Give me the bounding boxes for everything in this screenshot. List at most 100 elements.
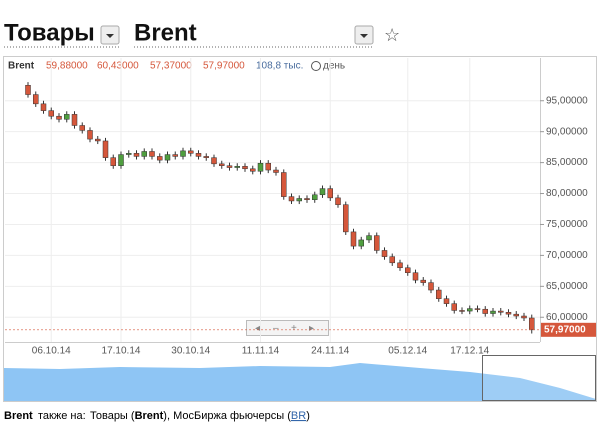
quote-line: Brent 59,88000 60,43000 57,37000 57,9700…: [8, 61, 345, 72]
candle-body: [95, 138, 101, 142]
candle-body: [79, 125, 85, 131]
symbol-selector[interactable]: Brent: [134, 19, 197, 46]
candle-body: [451, 303, 457, 311]
candle-body: [505, 312, 512, 315]
candle-body: [358, 239, 364, 247]
candle-body: [513, 313, 519, 317]
candle-body: [312, 194, 318, 200]
candle-body: [474, 308, 481, 310]
candle-body: [211, 157, 217, 165]
candle-body: [141, 151, 147, 157]
navigator-window[interactable]: [482, 355, 596, 401]
quote-open: 59,88000: [46, 61, 88, 72]
candle-body: [304, 198, 310, 200]
footer-symbol: Brent: [4, 410, 33, 422]
y-tick-label: 80,00000: [546, 188, 588, 199]
link-text: Товары (: [90, 410, 135, 422]
candle-body: [529, 317, 535, 331]
candle-body: [389, 256, 395, 264]
candle-body: [381, 250, 388, 257]
candle-body: [343, 204, 349, 233]
candle-body: [350, 231, 357, 247]
y-tick-label: 90,00000: [546, 126, 588, 137]
link-text: ),: [163, 410, 170, 422]
candle-body: [436, 289, 442, 299]
candle-body: [397, 262, 403, 269]
zoom-in[interactable]: +: [291, 323, 297, 334]
x-tick-label: 30.10.14: [171, 346, 210, 357]
candle-body: [420, 279, 426, 283]
candle-body: [498, 310, 504, 313]
link-text: МосБиржа фьючерсы (: [173, 410, 291, 422]
candle-body: [443, 298, 450, 304]
candle-body: [33, 94, 39, 105]
y-tick-label: 95,00000: [546, 95, 588, 106]
last-price-label: 57,97000: [544, 324, 586, 335]
candle-body: [296, 198, 302, 202]
footer-text: также на:: [38, 410, 86, 422]
candle-body: [459, 310, 465, 312]
x-tick-label: 24.11.14: [311, 346, 350, 357]
candle-body: [71, 114, 78, 126]
candle-body: [149, 151, 155, 157]
candle-body: [195, 153, 202, 157]
candle-body: [265, 162, 271, 171]
candle-body: [118, 154, 124, 166]
last-price-badge: [541, 322, 596, 337]
candle-body: [157, 156, 163, 161]
candle-body: [234, 166, 240, 168]
candle-body: [87, 130, 93, 140]
candle-body: [40, 103, 47, 111]
y-tick-label: 60,00000: [546, 312, 588, 323]
zoom-out[interactable]: ‒: [273, 323, 279, 334]
y-tick-label: 65,00000: [546, 281, 588, 292]
candle-body: [242, 166, 248, 170]
quote-close: 57,97000: [203, 61, 245, 72]
y-tick-label: 70,00000: [546, 250, 588, 261]
candle-body: [102, 140, 109, 158]
candle-body: [288, 196, 295, 202]
navigator-area: [4, 363, 596, 401]
zoom-buttons: ◂ ‒ + ▸: [246, 320, 329, 336]
candle-body: [219, 163, 225, 166]
dropdown-icon: [106, 34, 114, 38]
candle-body: [110, 157, 116, 166]
candle-body: [327, 188, 333, 199]
market-selector[interactable]: Товары: [4, 19, 95, 46]
link-text[interactable]: BR: [291, 410, 306, 422]
candle-body: [25, 85, 31, 95]
candle-body: [273, 169, 279, 173]
candle-body: [482, 308, 488, 314]
candle-body: [335, 197, 341, 205]
zoom-bar: [246, 320, 329, 336]
candle-body: [226, 165, 233, 168]
scroll-right[interactable]: ▸: [309, 323, 314, 334]
candle-body: [250, 168, 256, 172]
candle-body: [203, 156, 209, 158]
candle-body: [172, 154, 178, 157]
candle-body: [366, 235, 372, 241]
candle-body: [126, 153, 132, 155]
link-text: ): [306, 410, 310, 422]
candle-body: [490, 310, 496, 314]
x-tick-label: 17.12.14: [450, 346, 489, 357]
candle-body: [467, 308, 473, 312]
link-text[interactable]: Brent: [135, 410, 164, 422]
candle-body: [133, 153, 140, 157]
period-icon: [311, 61, 321, 71]
favorite-star[interactable]: ☆: [384, 25, 400, 45]
candle-body: [428, 282, 434, 291]
x-tick-label: 05.12.14: [388, 346, 427, 357]
candle-body: [56, 115, 62, 120]
candle-body: [164, 154, 171, 161]
candle-body: [180, 150, 186, 157]
scroll-left[interactable]: ◂: [255, 323, 260, 334]
candle-body: [374, 235, 380, 251]
candle-body: [64, 114, 70, 120]
candle-body: [412, 272, 419, 281]
dropdown-icon: [360, 34, 368, 38]
x-tick-label: 06.10.14: [32, 346, 71, 357]
footer-link[interactable]: Товары (Brent), МосБиржа фьючерсы (BR): [90, 410, 310, 422]
quote-period: день: [323, 61, 345, 72]
